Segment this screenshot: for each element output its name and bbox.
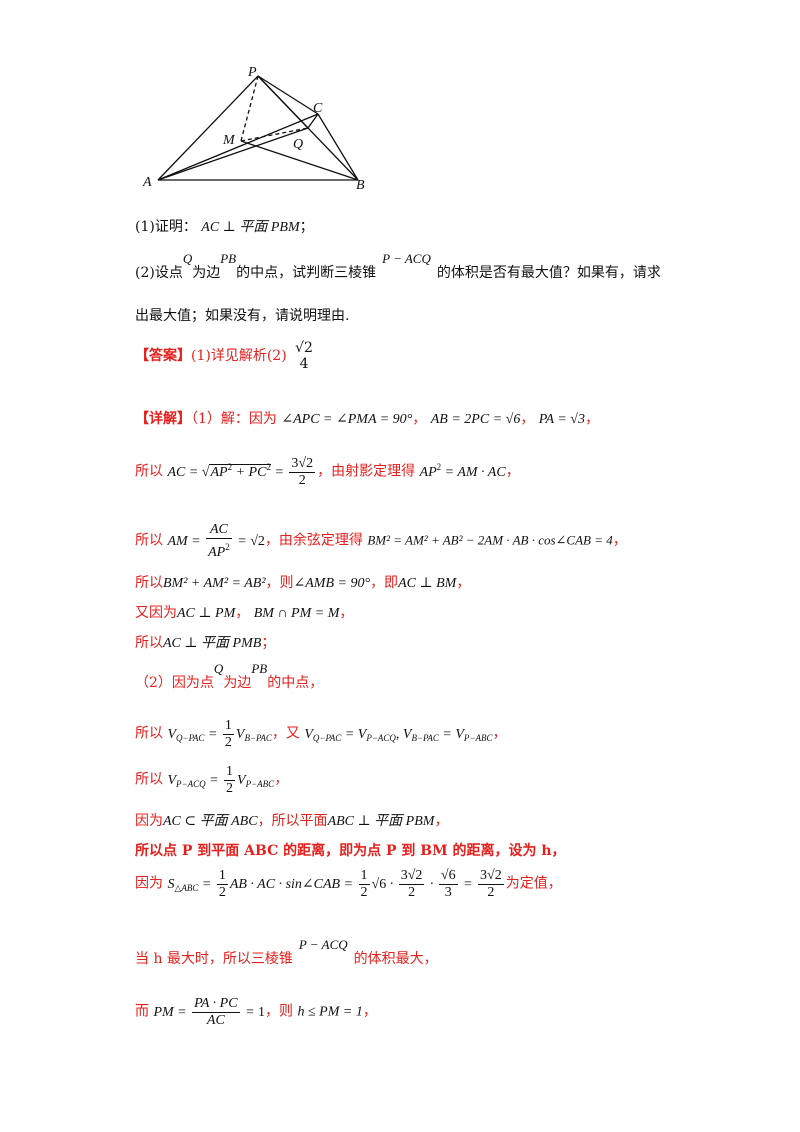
problem-part2-cont: 出最大值；如果没有，请说明理由. [135, 308, 350, 324]
solution-line-11: 所以点 P 到平面 ABC 的距离，即为点 P 到 BM 的距离，设为 h， [135, 843, 566, 859]
problem-part1: (1)证明： AC ⊥ 平面 PBM； [135, 219, 314, 235]
solution-line-3: 所以 AM = AC AP2 = √2，由余弦定理得 BM² = AM² + AB… [135, 522, 627, 560]
label-b: B [356, 178, 365, 192]
label-q: Q [293, 137, 303, 152]
solution-line-9: 所以 VP−ACQ = 1 2 VP−ABC， [135, 764, 289, 796]
label-m: M [222, 133, 236, 148]
solution-line-5: 又因为AC ⊥ PM， BM ∩ PM = M， [135, 605, 354, 621]
solution-line-12: 因为 S△ABC = 1 2 AB · AC · sin∠CAB = 1 2 √6 · … [135, 868, 562, 900]
solution-line-10: 因为AC ⊂ 平面 ABC，所以平面ABC ⊥ 平面 PBM， [135, 813, 449, 829]
label-a: A [142, 175, 152, 190]
solution-line-7: （2）因为点Q为边PB的中点， [135, 661, 324, 691]
problem-part2: (2)设点Q为边PB的中点，试判断三棱锥P − ACQ的体积是否有最大值？如果有… [135, 251, 661, 281]
solution-line-14: 而 PM = PA · PC AC = 1，则 h ≤ PM = 1， [135, 996, 377, 1028]
solution-line-8: 所以 VQ−PAC = 1 2 VB−PAC，又 VQ−PAC = VP−ACQ, … [135, 718, 507, 750]
pyramid-figure: P C M Q A B [142, 65, 365, 192]
solution-line-13: 当 h 最大时，所以三棱锥P − ACQ的体积最大， [135, 937, 438, 967]
solution-line-6: 所以AC ⊥ 平面 PMB； [135, 635, 276, 651]
solution-line-1: 【详解】（1）解：因为 ∠APC = ∠PMA = 90°， AB = 2PC … [135, 411, 599, 427]
solution-line-4: 所以BM² + AM² = AB²，则∠AMB = 90°，即AC ⊥ BM， [135, 575, 471, 591]
answer: 【答案】(1)详见解析(2) √2 4 [135, 340, 313, 372]
solution-line-2: 所以 AC = √AP2 + PC2 = 3√2 2 ，由射影定理得 AP2 = A… [135, 456, 520, 488]
label-c: C [313, 101, 323, 116]
label-p: P [247, 65, 257, 80]
